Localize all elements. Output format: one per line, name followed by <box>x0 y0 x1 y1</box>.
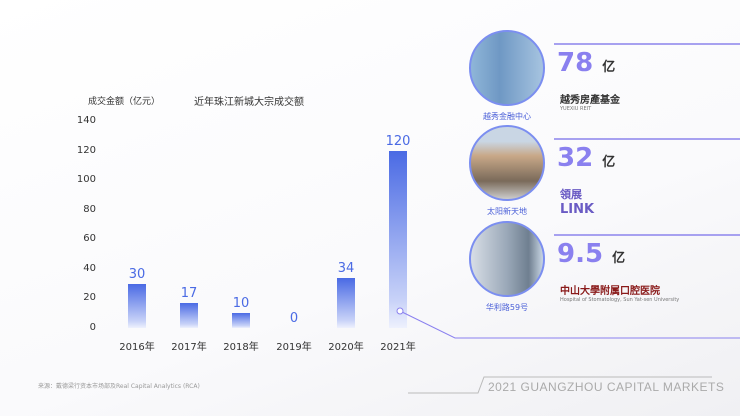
amount-value: 9.5 <box>557 239 604 269</box>
data-label: 0 <box>289 311 299 326</box>
property-photo <box>469 125 545 201</box>
amount-value: 78 <box>557 48 594 78</box>
y-tick: 120 <box>76 144 96 156</box>
amount-value: 32 <box>557 143 594 173</box>
deal-amount: 9.5 亿 <box>557 239 625 269</box>
buyer-subtitle: LINK <box>560 202 595 217</box>
divider <box>554 138 740 140</box>
y-tick: 60 <box>83 233 96 245</box>
property-name: 太阳新天地 <box>487 207 527 216</box>
property-name: 越秀金融中心 <box>483 112 531 121</box>
buyer-subtitle: YUEXIU REIT <box>560 106 592 112</box>
property-photo <box>469 30 545 106</box>
y-tick: 80 <box>83 203 96 215</box>
bar-2017年 <box>180 302 198 328</box>
deal-amount: 78 亿 <box>557 48 615 78</box>
chart-title: 近年珠江新城大宗成交额 <box>194 97 304 108</box>
y-axis-label: 成交金额（亿元） <box>88 97 161 107</box>
bar-2020年 <box>337 277 355 328</box>
bar-2016年 <box>128 283 146 328</box>
data-label: 17 <box>180 285 198 301</box>
y-tick: 100 <box>76 174 96 186</box>
buyer-logo: 領展 LINK <box>560 186 730 217</box>
x-tick: 2017年 <box>171 342 207 353</box>
buyer-logo: 中山大學附属口腔医院 Hospital of Stomatology, Sun Y… <box>560 282 730 303</box>
footer-title: 2021 GUANGZHOU CAPITAL MARKETS <box>488 380 725 394</box>
x-tick: 2021年 <box>380 342 416 353</box>
amount-unit: 亿 <box>612 251 626 266</box>
buyer-subtitle: Hospital of Stomatology, Sun Yat-sen Uni… <box>560 297 680 303</box>
amount-unit: 亿 <box>602 155 616 170</box>
data-label: 30 <box>128 266 146 282</box>
property-name: 华利路59号 <box>485 303 529 312</box>
data-label: 10 <box>232 296 250 312</box>
divider <box>554 234 740 236</box>
deal-amount: 32 亿 <box>557 143 615 173</box>
data-label: 34 <box>337 260 355 276</box>
y-tick: 0 <box>89 322 96 333</box>
buyer-name: 中山大學附属口腔医院 <box>560 286 660 297</box>
y-tick: 140 <box>76 115 96 126</box>
amount-unit: 亿 <box>602 60 616 75</box>
bar-2021年 <box>389 150 407 328</box>
x-tick: 2019年 <box>276 342 312 353</box>
bar-2018年 <box>232 313 250 328</box>
divider <box>554 43 740 45</box>
y-tick: 40 <box>83 262 96 274</box>
buyer-logo: 越秀房產基金 YUEXIU REIT <box>560 91 730 112</box>
source-note: 来源：戴德梁行资本市场部及Real Capital Analytics (RCA… <box>38 383 200 390</box>
highlight-marker <box>396 307 404 315</box>
x-tick: 2020年 <box>328 342 364 353</box>
x-tick: 2018年 <box>223 342 259 353</box>
x-tick: 2016年 <box>119 342 155 353</box>
buyer-name: 領展 <box>560 188 582 201</box>
data-label: 120 <box>385 133 411 149</box>
y-tick: 20 <box>83 292 96 304</box>
property-photo <box>469 221 545 297</box>
buyer-name: 越秀房產基金 <box>560 95 620 106</box>
